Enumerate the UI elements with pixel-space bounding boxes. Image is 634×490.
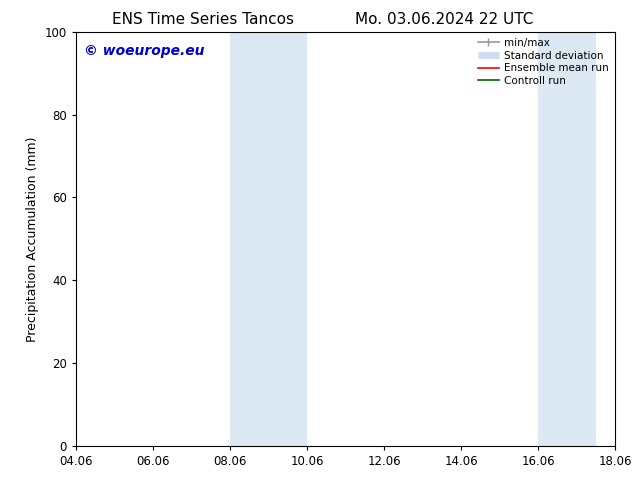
Bar — [538, 32, 596, 446]
Text: © woeurope.eu: © woeurope.eu — [84, 44, 205, 58]
Text: ENS Time Series Tancos: ENS Time Series Tancos — [112, 12, 294, 27]
Y-axis label: Precipitation Accumulation (mm): Precipitation Accumulation (mm) — [26, 136, 39, 342]
Legend: min/max, Standard deviation, Ensemble mean run, Controll run: min/max, Standard deviation, Ensemble me… — [475, 35, 612, 89]
Bar — [230, 32, 307, 446]
Text: Mo. 03.06.2024 22 UTC: Mo. 03.06.2024 22 UTC — [354, 12, 533, 27]
